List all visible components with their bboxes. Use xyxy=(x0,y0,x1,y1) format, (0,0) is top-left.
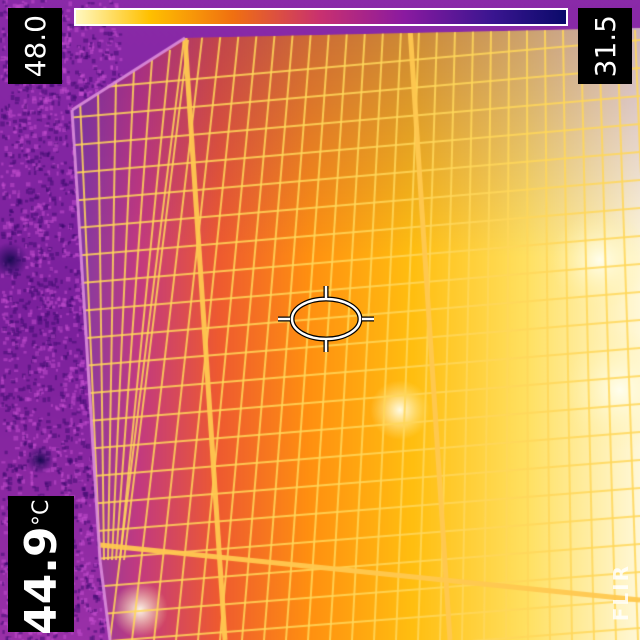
scale-max-label: 48.0 xyxy=(8,8,62,84)
flir-logo: FLIR xyxy=(604,548,638,638)
flir-logo-text: FLIR xyxy=(609,564,633,621)
spot-temperature-readout: 44.9 °C xyxy=(8,496,74,632)
spot-temperature-unit: °C xyxy=(29,500,54,526)
palette-scale-bar xyxy=(74,8,568,26)
scale-max-value: 48.0 xyxy=(19,15,52,77)
scale-min-label: 31.5 xyxy=(578,8,632,84)
scale-min-value: 31.5 xyxy=(589,15,622,77)
spot-meter-crosshair-icon xyxy=(276,284,376,354)
spot-temperature-value: 44.9 xyxy=(16,526,67,635)
